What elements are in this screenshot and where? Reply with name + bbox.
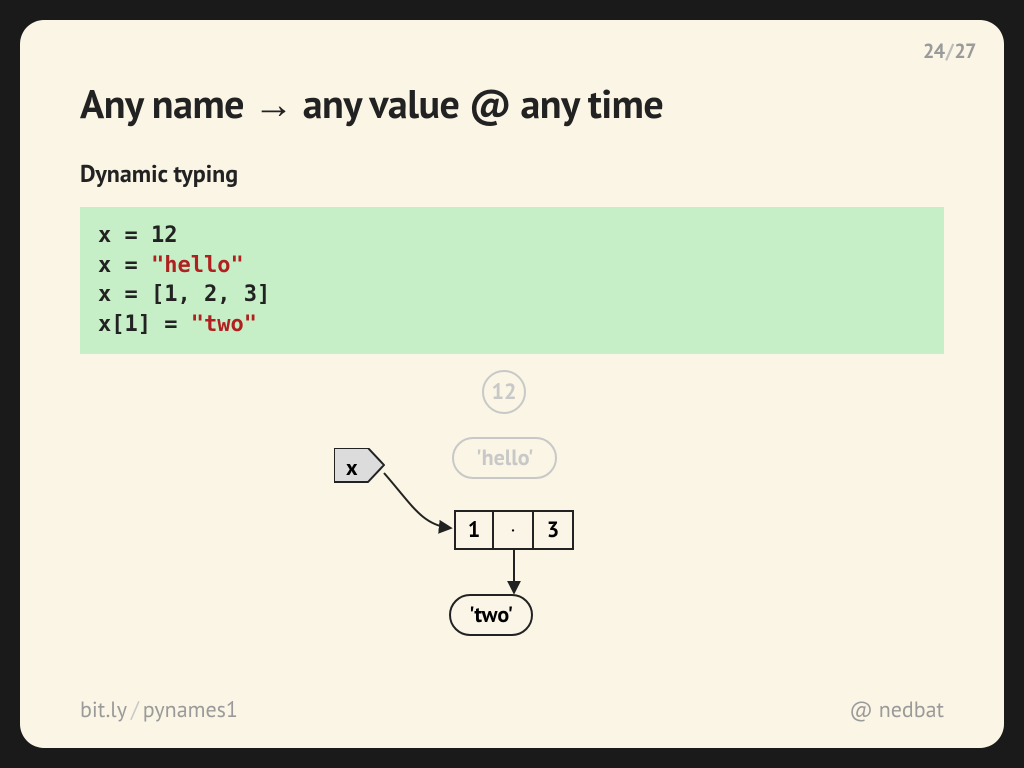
code-line-1: x = 12	[98, 223, 177, 248]
name-tag-x: x	[334, 448, 386, 489]
code-line-4: x[1] = "two"	[98, 312, 257, 337]
list-cell-0: 1	[454, 510, 494, 550]
slide-title: Any name → any value @ any time	[80, 78, 944, 130]
tag-shape-icon	[334, 448, 386, 484]
footer: bit.ly/pynames1 @ nedbat	[80, 696, 944, 724]
counter-current: 24	[923, 38, 945, 64]
counter-slash: /	[945, 38, 955, 64]
code-line-3: x = [1, 2, 3]	[98, 282, 270, 307]
counter-total: 27	[954, 38, 976, 64]
code-block: x = 12 x = "hello" x = [1, 2, 3] x[1] = …	[80, 207, 944, 354]
footer-slash: /	[127, 696, 143, 724]
slide-subtitle: Dynamic typing	[80, 158, 944, 189]
footer-link: bit.ly/pynames1	[80, 696, 238, 724]
code-line-2: x = "hello"	[98, 253, 244, 278]
diagram: 12 'hello' x 1 · 3 'two'	[20, 370, 1004, 670]
value-circle-12: 12	[482, 370, 526, 414]
list-cell-2: 3	[534, 510, 574, 550]
footer-handle: @ nedbat	[849, 696, 944, 724]
slide-counter: 24/27	[923, 38, 976, 64]
arrow-x-to-list	[384, 473, 450, 528]
value-pill-two: 'two'	[449, 594, 533, 636]
value-list: 1 · 3	[454, 510, 574, 550]
slide: 24/27 Any name → any value @ any time Dy…	[20, 20, 1004, 748]
value-pill-hello: 'hello'	[452, 437, 557, 479]
list-cell-1: ·	[494, 510, 534, 550]
